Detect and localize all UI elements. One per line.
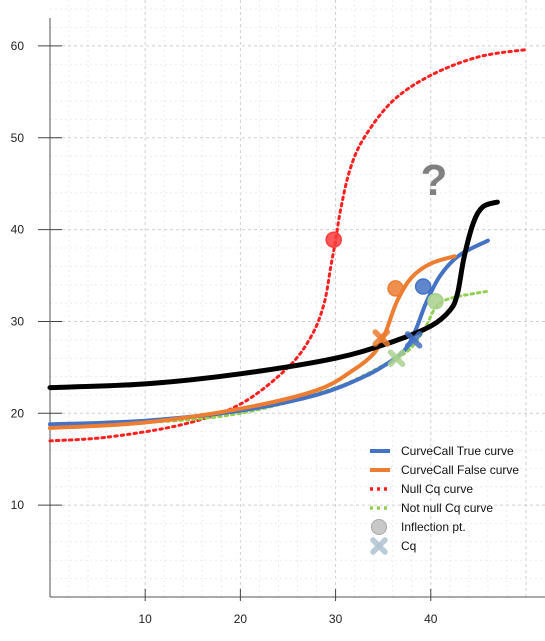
x-tick-label: 30 bbox=[329, 612, 343, 626]
y-tick-label: 40 bbox=[11, 223, 25, 237]
y-tick-label: 30 bbox=[11, 314, 25, 328]
legend-label: Not null Cq curve bbox=[401, 501, 493, 515]
legend-item: CurveCall True curve bbox=[370, 444, 514, 458]
question-mark-annotation: ? bbox=[421, 156, 448, 205]
legend-item: Not null Cq curve bbox=[370, 501, 493, 515]
inflection-point-marker bbox=[427, 293, 444, 310]
legend-item: CurveCall False curve bbox=[370, 463, 519, 477]
inflection-point-marker bbox=[414, 278, 432, 295]
curvecall-false-curve-line bbox=[48, 254, 457, 430]
legend-swatch-circle bbox=[371, 519, 387, 535]
cross-stroke bbox=[372, 329, 391, 347]
x-tick-label: 40 bbox=[424, 612, 438, 626]
legend-item: Cq bbox=[370, 537, 416, 555]
x-tick-label: 20 bbox=[234, 612, 248, 626]
axes: 10 20 30 40 50 60 10 20 30 40 bbox=[11, 18, 545, 626]
legend-item: Null Cq curve bbox=[370, 482, 473, 496]
grid bbox=[50, 0, 545, 597]
cross-stroke bbox=[404, 331, 423, 349]
inflection-point-marker bbox=[325, 231, 342, 248]
legend-label: Null Cq curve bbox=[401, 482, 473, 496]
legend-item: Inflection pt. bbox=[371, 519, 466, 535]
null-cq-curve-line bbox=[48, 48, 528, 443]
cq-marker bbox=[387, 349, 406, 367]
point-markers bbox=[325, 231, 444, 367]
legend-label: CurveCall False curve bbox=[401, 463, 519, 477]
cross-stroke bbox=[370, 537, 388, 555]
y-tick-label: 50 bbox=[11, 131, 25, 145]
cq-marker bbox=[404, 331, 423, 349]
legend-label: Cq bbox=[401, 539, 416, 553]
series-lines bbox=[47, 48, 528, 443]
y-tick-label: 60 bbox=[11, 39, 25, 53]
legend-label: Inflection pt. bbox=[401, 520, 466, 534]
legend-label: CurveCall True curve bbox=[401, 444, 514, 458]
x-tick-label: 10 bbox=[139, 612, 153, 626]
cq-marker bbox=[372, 329, 391, 347]
y-tick-label: 20 bbox=[11, 406, 25, 420]
legend-swatch-cross bbox=[370, 537, 388, 555]
cross-stroke bbox=[387, 349, 406, 367]
y-tick-label: 10 bbox=[11, 498, 25, 512]
legend: CurveCall True curve CurveCall False curv… bbox=[370, 444, 519, 555]
black-curve-line bbox=[47, 199, 500, 391]
inflection-point-marker bbox=[387, 280, 404, 297]
